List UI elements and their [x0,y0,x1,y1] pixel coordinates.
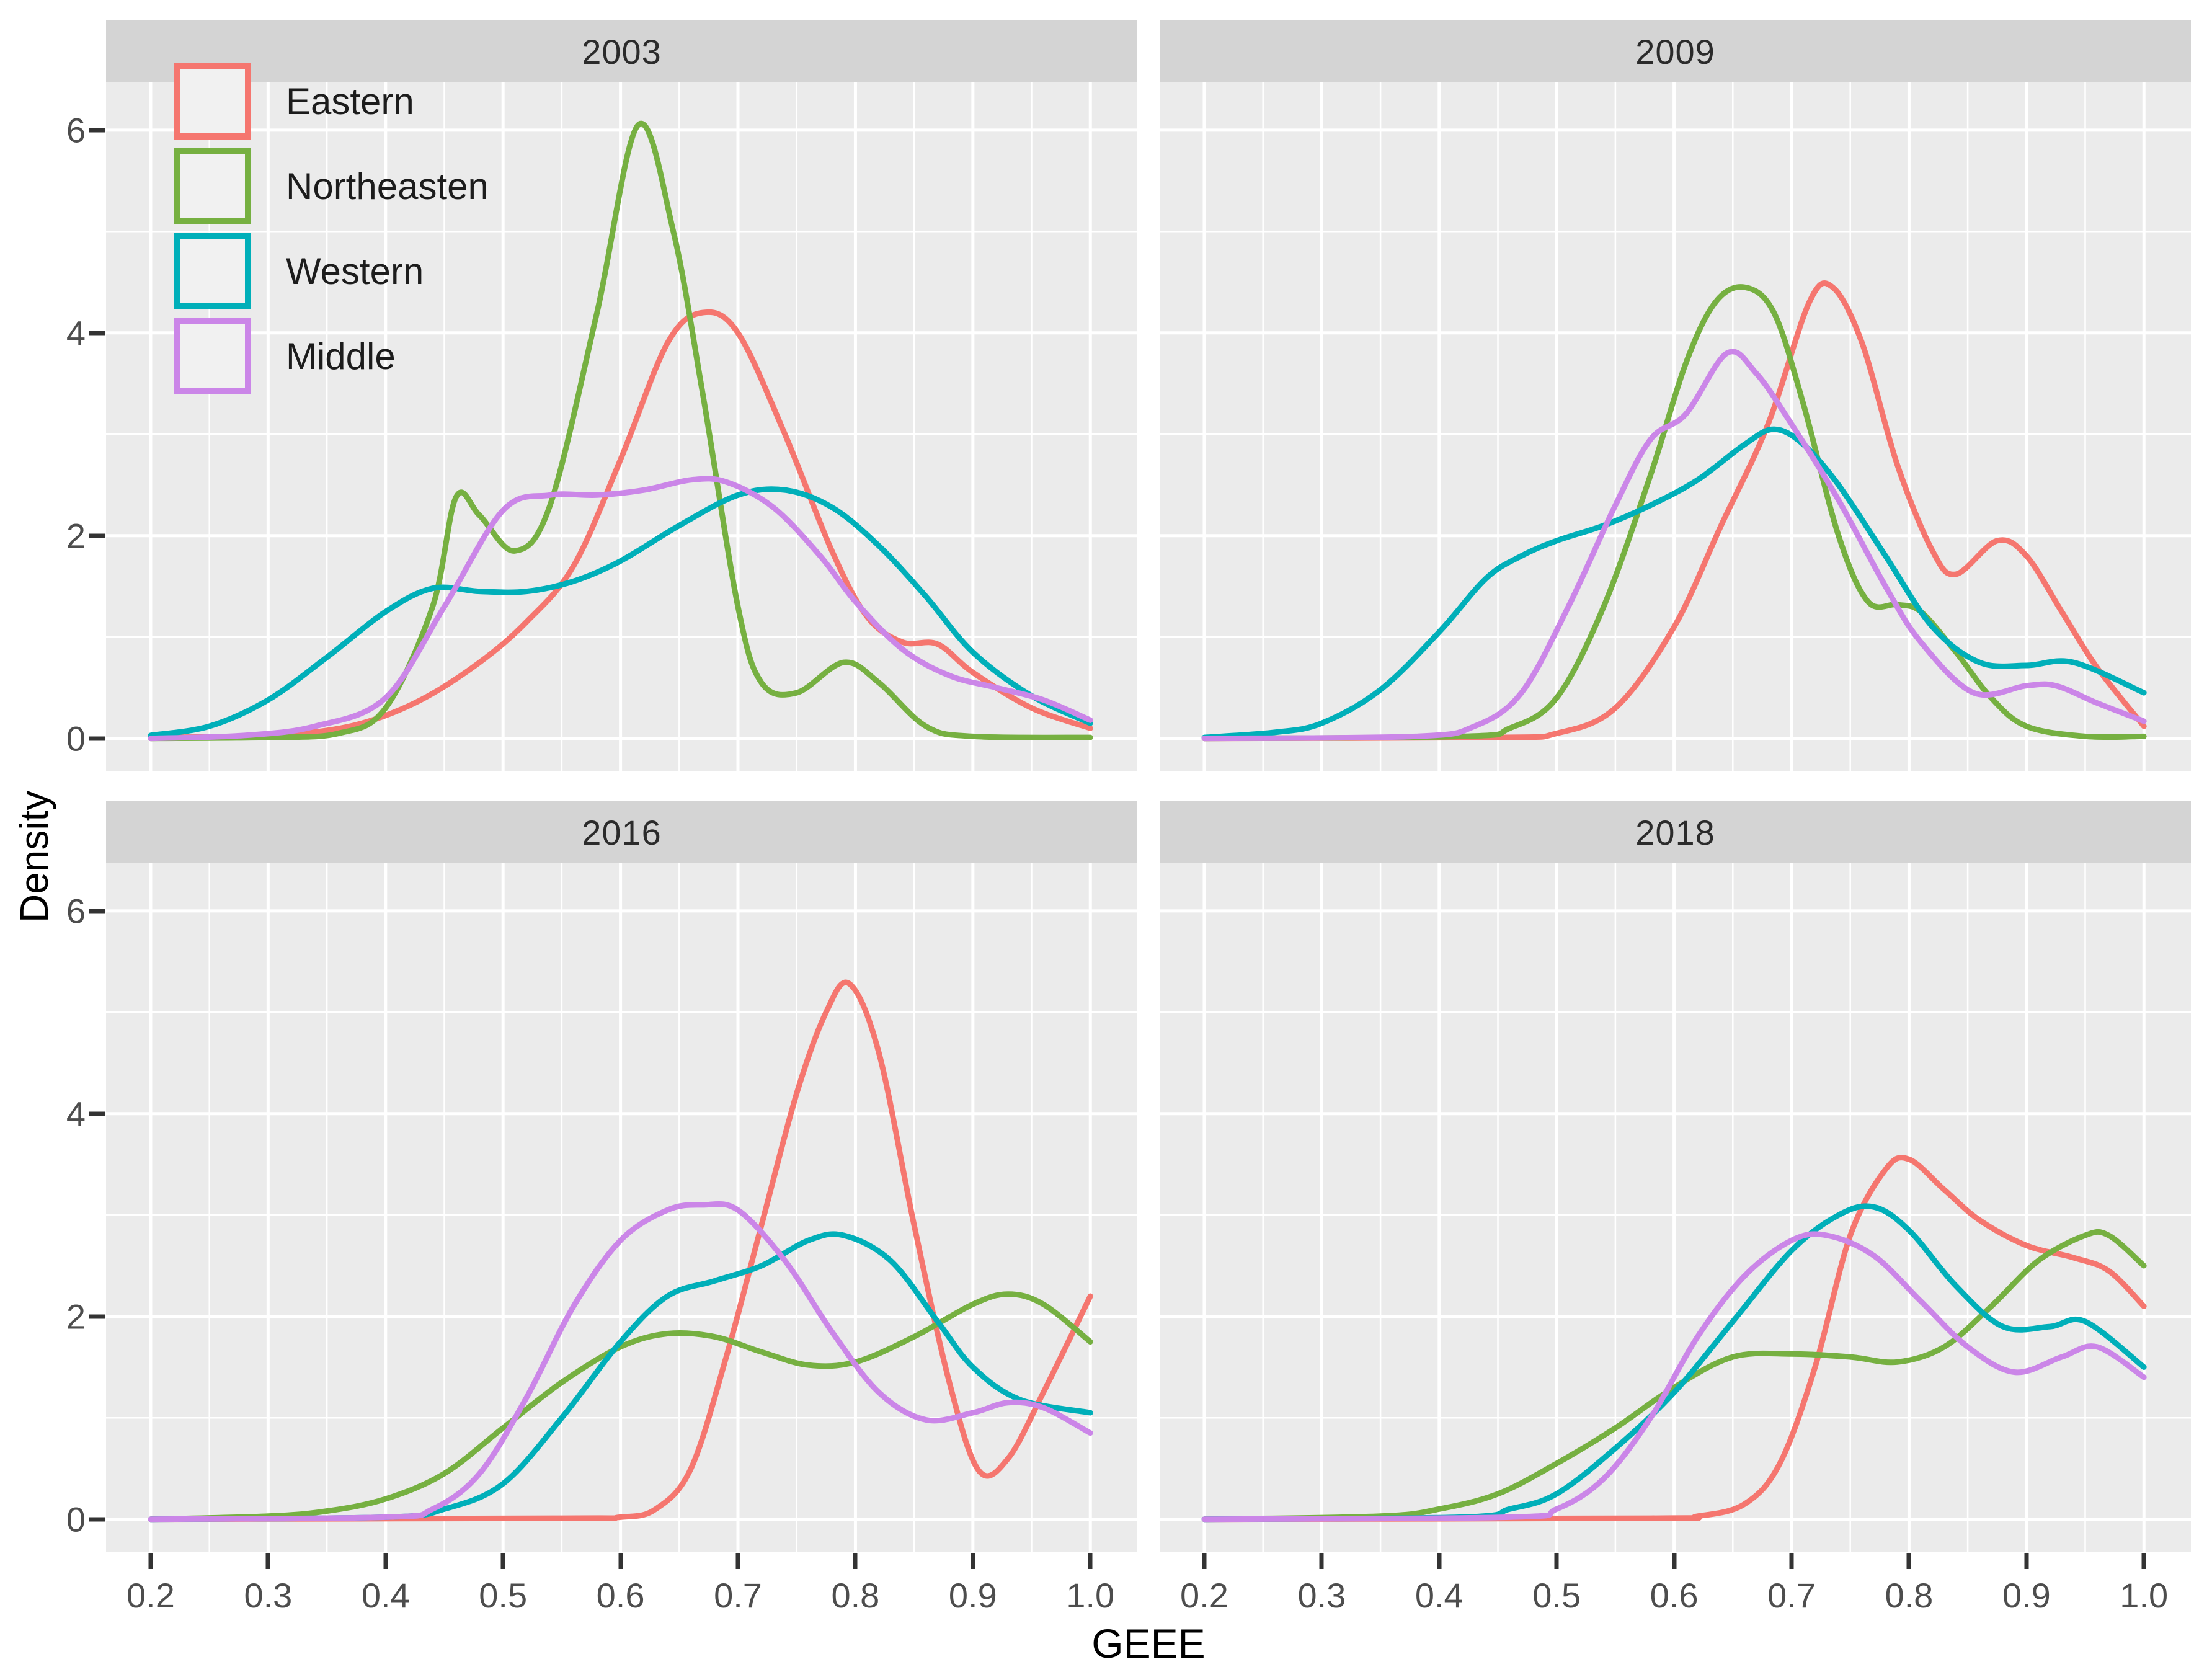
x-axis-tick-mark [500,1553,505,1569]
x-axis-tick-label: 0.2 [127,1576,175,1615]
x-axis-tick-mark [265,1553,270,1569]
density-curve-middle [148,476,1093,742]
x-axis-tick-label: 1.0 [2120,1576,2169,1615]
x-axis-tick-label: 0.5 [479,1576,528,1615]
x-axis-tick-label: 0.2 [1180,1576,1228,1615]
y-axis-tick-mark [89,331,105,336]
legend-key-swatch [174,318,251,394]
x-axis-tick-label: 0.9 [2002,1576,2051,1615]
x-axis-tick-label: 0.5 [1532,1576,1581,1615]
x-axis-tick-label: 1.0 [1066,1576,1115,1615]
legend-item-middle: Middle [174,318,396,394]
plot-panel-2016 [106,863,1137,1552]
legend-key-swatch [174,233,251,309]
plot-panel-2018 [1160,863,2191,1552]
x-axis-tick-label: 0.4 [361,1576,410,1615]
plot-panel-2009 [1160,82,2191,771]
y-axis-tick-label: 0 [66,1500,86,1539]
density-plot-2018 [1160,863,2191,1552]
density-curve-eastern [148,979,1093,1523]
legend-item-label: Northeasten [286,165,489,207]
density-curve-western [148,1231,1093,1523]
density-curve-middle [1201,349,2147,742]
x-axis-tick-mark [383,1553,388,1569]
x-axis-tick-label: 0.6 [596,1576,645,1615]
x-axis-tick-mark [1202,1553,1207,1569]
x-axis-tick-mark [1672,1553,1677,1569]
density-curve-middle [148,1201,1093,1523]
y-axis-tick-label: 4 [66,313,86,353]
x-axis-tick-mark [2141,1553,2146,1569]
density-curve-western [1201,426,2147,740]
legend-item-label: Middle [286,335,396,377]
plot-panel-2003 [106,82,1137,771]
x-axis-tick-mark [1319,1553,1324,1569]
y-axis-tick-label: 2 [66,516,86,556]
y-axis-tick-label: 4 [66,1094,86,1134]
x-axis-tick-mark [971,1553,975,1569]
density-plot-2009 [1160,82,2191,771]
legend-item-northeasten: Northeasten [174,148,489,224]
density-curve-eastern [1201,280,2147,742]
x-axis-tick-mark [148,1553,153,1569]
x-axis-tick-mark [2024,1553,2029,1569]
density-plot-2016 [106,863,1137,1552]
density-curve-eastern [1201,1155,2147,1523]
x-axis-tick-label: 0.7 [1767,1576,1816,1615]
facet-title: 2018 [1635,812,1715,852]
y-axis-title: Density [12,790,56,923]
x-axis-tick-label: 0.7 [714,1576,762,1615]
density-curve-western [1201,1203,2147,1523]
legend-key-swatch [174,148,251,224]
x-axis-tick-label: 0.8 [831,1576,880,1615]
x-axis-tick-label: 0.9 [948,1576,997,1615]
y-axis-tick-mark [89,1111,105,1116]
y-axis-tick-mark [89,736,105,741]
x-axis-tick-mark [1088,1553,1093,1569]
x-axis-tick-mark [618,1553,623,1569]
x-axis-tick-label: 0.6 [1650,1576,1699,1615]
x-axis-tick-mark [735,1553,740,1569]
legend-key-swatch [174,63,251,140]
legend-item-western: Western [174,233,424,309]
y-axis-tick-mark [89,909,105,914]
y-axis-tick-mark [89,1314,105,1319]
facet-title: 2016 [582,812,662,852]
y-axis-tick-mark [89,1517,105,1522]
y-axis-tick-label: 2 [66,1297,86,1336]
density-curve-northeasten [1201,284,2147,742]
y-axis-tick-label: 6 [66,110,86,150]
density-curve-northeasten [148,1291,1093,1523]
x-axis-title: GEEE [1091,1620,1206,1666]
x-axis-tick-mark [1554,1553,1559,1569]
y-axis-tick-label: 6 [66,891,86,931]
x-axis-tick-label: 0.3 [244,1576,293,1615]
x-axis-tick-mark [1437,1553,1442,1569]
density-curve-middle [1201,1231,2147,1523]
x-axis-tick-mark [1789,1553,1794,1569]
x-axis-tick-label: 0.8 [1885,1576,1934,1615]
x-axis-tick-label: 0.4 [1415,1576,1464,1615]
x-axis-tick-label: 0.3 [1297,1576,1346,1615]
facet-strip-2016: 2016 [106,801,1137,863]
y-axis-tick-mark [89,128,105,133]
facet-title: 2009 [1635,32,1715,71]
legend-item-label: Eastern [286,80,414,122]
facet-strip-2018: 2018 [1160,801,2191,863]
density-plot-2003 [106,82,1137,771]
density-curve-northeasten [1201,1229,2147,1523]
legend-item-eastern: Eastern [174,63,414,140]
y-axis-tick-mark [89,533,105,538]
density-curve-western [148,486,1093,739]
x-axis-tick-mark [1906,1553,1911,1569]
legend-item-label: Western [286,250,424,292]
facet-strip-2009: 2009 [1160,20,2191,82]
y-axis-tick-label: 0 [66,719,86,758]
facet-strip-2003: 2003 [106,20,1137,82]
facet-title: 2003 [582,32,662,71]
x-axis-tick-mark [853,1553,858,1569]
